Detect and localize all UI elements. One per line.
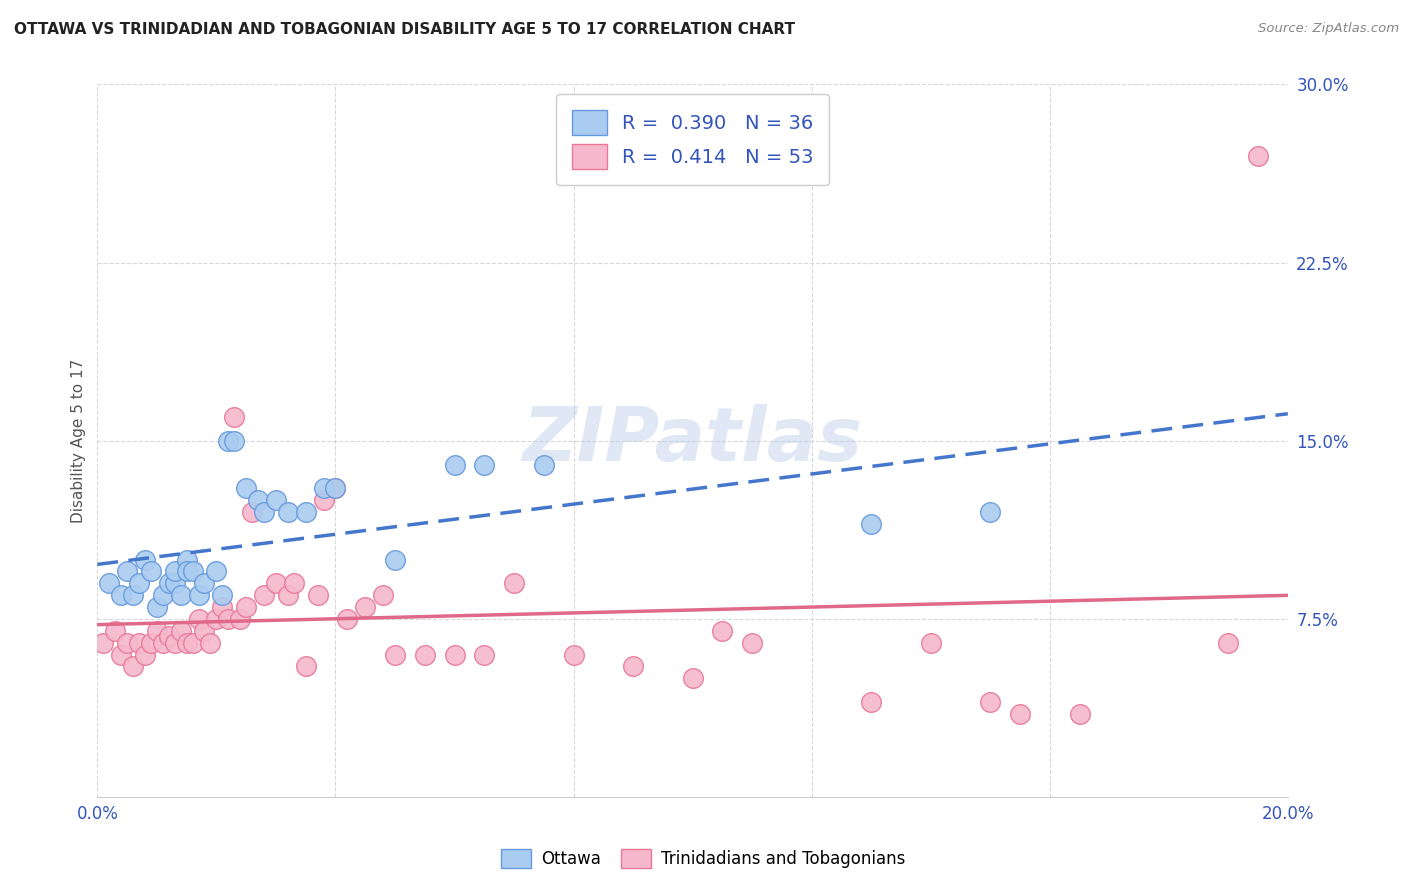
Point	[283, 576, 305, 591]
Point	[336, 612, 359, 626]
Point	[235, 481, 257, 495]
Point	[128, 636, 150, 650]
Point	[205, 565, 228, 579]
Point	[122, 588, 145, 602]
Point	[211, 588, 233, 602]
Point	[152, 636, 174, 650]
Point	[741, 636, 763, 650]
Point	[247, 493, 270, 508]
Point	[235, 600, 257, 615]
Point	[371, 588, 394, 602]
Point	[157, 629, 180, 643]
Point	[176, 565, 198, 579]
Point	[181, 636, 204, 650]
Point	[312, 481, 335, 495]
Point	[253, 505, 276, 519]
Point	[472, 458, 495, 472]
Point	[163, 565, 186, 579]
Point	[682, 671, 704, 685]
Legend: Ottawa, Trinidadians and Tobagonians: Ottawa, Trinidadians and Tobagonians	[494, 842, 912, 875]
Point	[176, 636, 198, 650]
Point	[325, 481, 347, 495]
Point	[354, 600, 377, 615]
Point	[181, 565, 204, 579]
Point	[91, 636, 114, 650]
Point	[979, 695, 1001, 709]
Text: ZIPatlas: ZIPatlas	[523, 404, 863, 477]
Point	[264, 576, 287, 591]
Point	[187, 588, 209, 602]
Point	[134, 552, 156, 566]
Point	[1218, 636, 1240, 650]
Point	[110, 588, 132, 602]
Point	[217, 612, 239, 626]
Point	[200, 636, 222, 650]
Point	[146, 600, 169, 615]
Point	[98, 576, 121, 591]
Point	[211, 600, 233, 615]
Point	[443, 648, 465, 662]
Point	[170, 624, 193, 638]
Point	[277, 505, 299, 519]
Point	[277, 588, 299, 602]
Point	[711, 624, 734, 638]
Point	[115, 565, 138, 579]
Point	[384, 648, 406, 662]
Point	[860, 516, 883, 531]
Point	[134, 648, 156, 662]
Point	[170, 588, 193, 602]
Point	[229, 612, 252, 626]
Point	[264, 493, 287, 508]
Point	[920, 636, 942, 650]
Point	[163, 576, 186, 591]
Point	[110, 648, 132, 662]
Point	[157, 576, 180, 591]
Point	[860, 695, 883, 709]
Point	[217, 434, 239, 448]
Point	[205, 612, 228, 626]
Point	[139, 636, 162, 650]
Point	[533, 458, 555, 472]
Point	[294, 505, 316, 519]
Point	[979, 505, 1001, 519]
Point	[253, 588, 276, 602]
Point	[122, 659, 145, 673]
Point	[294, 659, 316, 673]
Point	[503, 576, 526, 591]
Point	[312, 493, 335, 508]
Text: Source: ZipAtlas.com: Source: ZipAtlas.com	[1258, 22, 1399, 36]
Point	[152, 588, 174, 602]
Text: OTTAWA VS TRINIDADIAN AND TOBAGONIAN DISABILITY AGE 5 TO 17 CORRELATION CHART: OTTAWA VS TRINIDADIAN AND TOBAGONIAN DIS…	[14, 22, 794, 37]
Y-axis label: Disability Age 5 to 17: Disability Age 5 to 17	[72, 359, 86, 523]
Point	[193, 624, 215, 638]
Legend: R =  0.390   N = 36, R =  0.414   N = 53: R = 0.390 N = 36, R = 0.414 N = 53	[555, 95, 830, 185]
Point	[187, 612, 209, 626]
Point	[146, 624, 169, 638]
Point	[115, 636, 138, 650]
Point	[472, 648, 495, 662]
Point	[224, 434, 246, 448]
Point	[176, 552, 198, 566]
Point	[413, 648, 436, 662]
Point	[240, 505, 263, 519]
Point	[163, 636, 186, 650]
Point	[104, 624, 127, 638]
Point	[325, 481, 347, 495]
Point	[562, 648, 585, 662]
Point	[1247, 149, 1270, 163]
Point	[307, 588, 329, 602]
Point	[1069, 706, 1091, 721]
Point	[443, 458, 465, 472]
Point	[1008, 706, 1031, 721]
Point	[128, 576, 150, 591]
Point	[224, 410, 246, 425]
Point	[621, 659, 644, 673]
Point	[139, 565, 162, 579]
Point	[384, 552, 406, 566]
Point	[193, 576, 215, 591]
